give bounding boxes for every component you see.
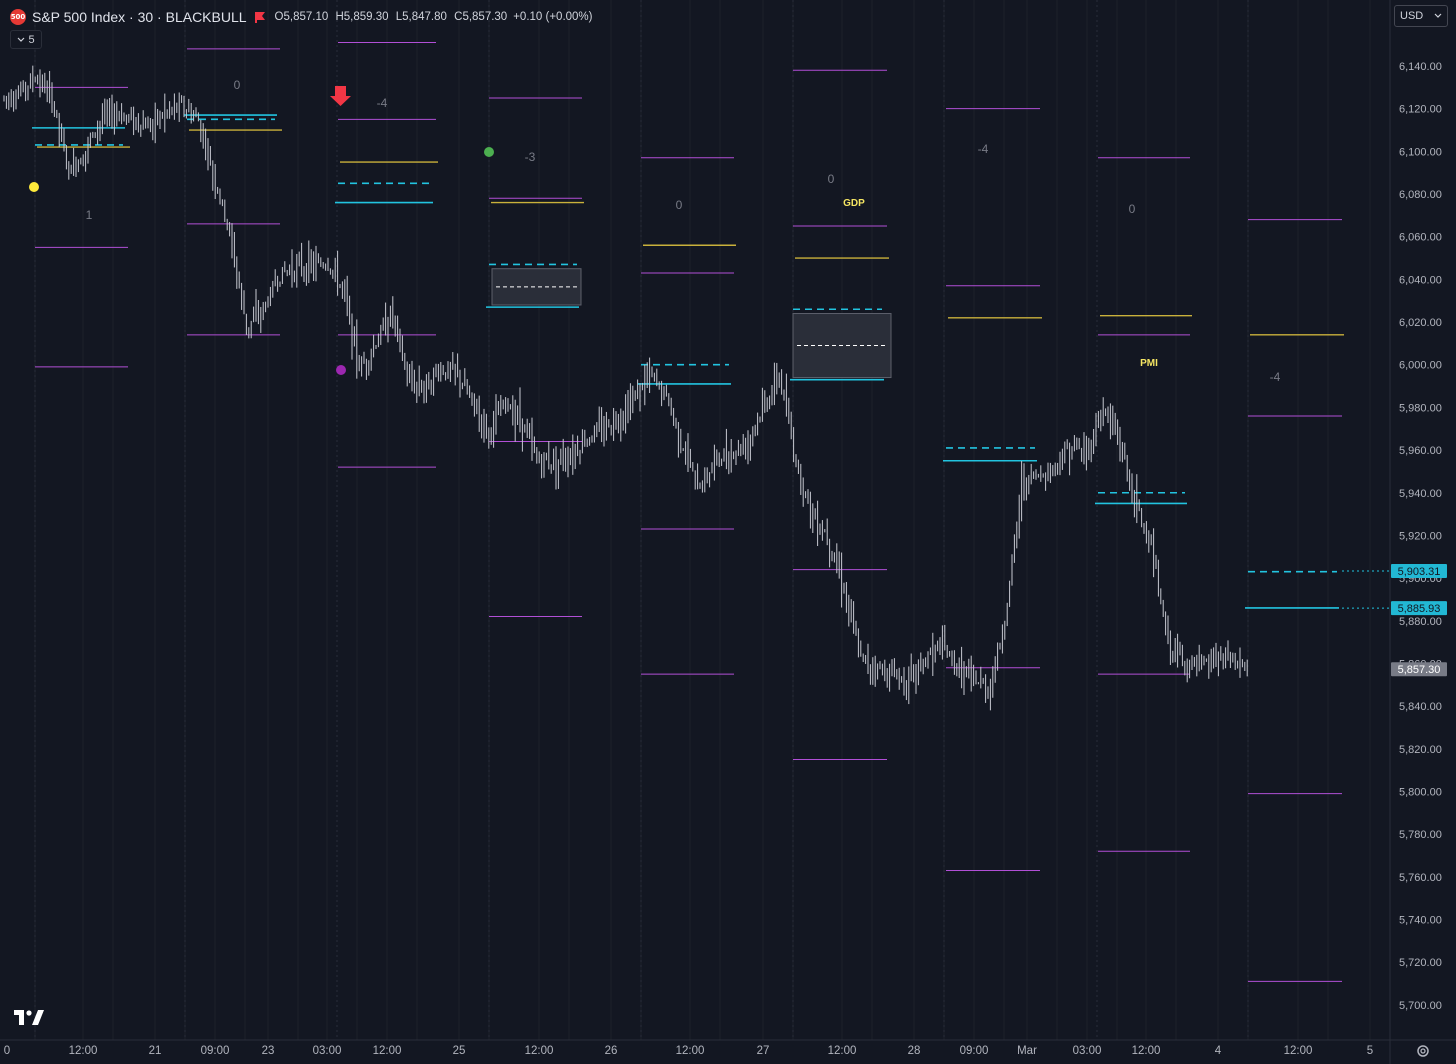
flag-icon[interactable]: [254, 11, 265, 23]
indicator-count-label: 0: [234, 78, 241, 92]
time-tick-label: 4: [1215, 1045, 1222, 1057]
price-line-labels: 5,903.31 5,885.93 5,857.30: [1391, 564, 1447, 677]
price-tick-label: 5,800.00: [1399, 786, 1442, 798]
time-tick-label: 12:00: [828, 1045, 857, 1057]
price-line-label: 5,885.93: [1398, 603, 1441, 615]
range-boxes: [491, 268, 892, 379]
price-tick-label: 5,920.00: [1399, 530, 1442, 542]
time-tick-label: 12:00: [676, 1045, 705, 1057]
price-tick-label: 5,840.00: [1399, 701, 1442, 713]
time-tick-label: 23: [262, 1045, 275, 1057]
price-line-tag: [1391, 601, 1447, 616]
open-value: 5,857.10: [283, 11, 329, 23]
low-value: 5,847.80: [402, 11, 447, 23]
price-tick-label: 5,940.00: [1399, 488, 1442, 500]
price-line-label: 5,903.31: [1398, 566, 1441, 578]
down-arrow-marker: [330, 86, 351, 106]
price-tick-label: 6,040.00: [1399, 274, 1442, 286]
price-tick-label: 6,000.00: [1399, 360, 1442, 372]
time-tick-label: Mar: [1017, 1045, 1037, 1057]
candles: [3, 65, 1248, 711]
current-price-tag: [1391, 662, 1447, 677]
close-value: 5,857.30: [462, 11, 508, 23]
price-tick-label: 5,740.00: [1399, 915, 1442, 927]
currency-selector[interactable]: USD: [1394, 5, 1448, 27]
indicator-count-label: -3: [525, 150, 536, 164]
event-label: GDP: [843, 198, 865, 209]
symbol-title[interactable]: S&P 500 Index · 30 · BLACKBULL: [32, 9, 247, 25]
price-tick-label: 6,100.00: [1399, 146, 1442, 158]
price-tick-label: 5,880.00: [1399, 616, 1442, 628]
indicator-count-label: -4: [377, 96, 388, 110]
price-tick-label: 6,060.00: [1399, 232, 1442, 244]
high-value: 5,859.30: [343, 11, 389, 23]
green-dot-marker: [484, 147, 494, 157]
markers: [29, 86, 494, 375]
time-tick-label: 09:00: [201, 1045, 230, 1057]
symbol-header[interactable]: 500 S&P 500 Index · 30 · BLACKBULL O5,85…: [10, 6, 592, 28]
event-label: PMI: [1140, 358, 1158, 369]
interval-value: 5: [28, 33, 35, 46]
chevron-down-icon: [1434, 13, 1442, 18]
indicator-count-label: 0: [828, 172, 835, 186]
time-tick-label: 09:00: [960, 1045, 989, 1057]
price-tick-label: 5,700.00: [1399, 1000, 1442, 1012]
time-tick-label: 03:00: [313, 1045, 342, 1057]
time-axis[interactable]: 0 12:00 21 09:00 23 03:00 12:00 25 12:00 26 12:00 2…: [0, 1039, 1456, 1057]
price-tick-label: 6,020.00: [1399, 317, 1442, 329]
time-tick-label: 28: [908, 1045, 921, 1057]
time-tick-label: 12:00: [525, 1045, 554, 1057]
price-tick-label: 5,760.00: [1399, 872, 1442, 884]
price-line-tag: [1391, 564, 1447, 579]
time-tick-label: 0: [4, 1045, 10, 1057]
symbol-logo: 500: [10, 9, 26, 25]
indicator-count-label: 0: [1129, 202, 1136, 216]
time-tick-label: 27: [757, 1045, 770, 1057]
gear-icon[interactable]: [1414, 1042, 1432, 1060]
price-tick-label: 5,960.00: [1399, 445, 1442, 457]
time-tick-label: 25: [453, 1045, 466, 1057]
price-axis[interactable]: 6,140.00 6,120.00 6,100.00 6,080.00 6,060.00…: [1389, 0, 1442, 1064]
price-tick-label: 5,780.00: [1399, 829, 1442, 841]
indicator-labels: 1 0 -4 -3 0 0 -4 0 -4 GDP PMI: [86, 78, 1281, 384]
price-tick-label: 5,720.00: [1399, 957, 1442, 969]
purple-dot-marker: [336, 365, 346, 375]
chevron-down-icon: [18, 37, 25, 42]
price-tick-label: 6,140.00: [1399, 61, 1442, 73]
time-tick-label: 12:00: [1284, 1045, 1313, 1057]
current-price-label: 5,857.30: [1398, 664, 1441, 676]
yellow-dot-marker: [29, 182, 39, 192]
currency-value: USD: [1400, 10, 1424, 22]
time-tick-label: 5: [1367, 1045, 1373, 1057]
price-tick-label: 5,980.00: [1399, 402, 1442, 414]
ohlc-values: O5,857.10 H5,859.30 L5,847.80 C5,857.30: [274, 11, 508, 23]
time-tick-label: 12:00: [373, 1045, 402, 1057]
change-value: +0.10 (+0.00%): [513, 11, 593, 23]
time-tick-label: 03:00: [1073, 1045, 1102, 1057]
price-tick-label: 5,820.00: [1399, 744, 1442, 756]
price-tick-label: 6,120.00: [1399, 104, 1442, 116]
time-tick-label: 26: [605, 1045, 618, 1057]
price-tick-label: 6,080.00: [1399, 189, 1442, 201]
time-tick-label: 12:00: [1132, 1045, 1161, 1057]
indicator-count-label: 1: [86, 208, 93, 222]
indicator-count-label: 0: [676, 198, 683, 212]
time-tick-label: 21: [149, 1045, 162, 1057]
indicator-count-label: -4: [978, 142, 989, 156]
tradingview-logo-icon[interactable]: [14, 1008, 44, 1026]
interval-dropdown[interactable]: 5: [10, 30, 42, 49]
indicator-count-label: -4: [1270, 370, 1281, 384]
indicator-levels: [32, 42, 1390, 982]
time-tick-label: 12:00: [69, 1045, 98, 1057]
